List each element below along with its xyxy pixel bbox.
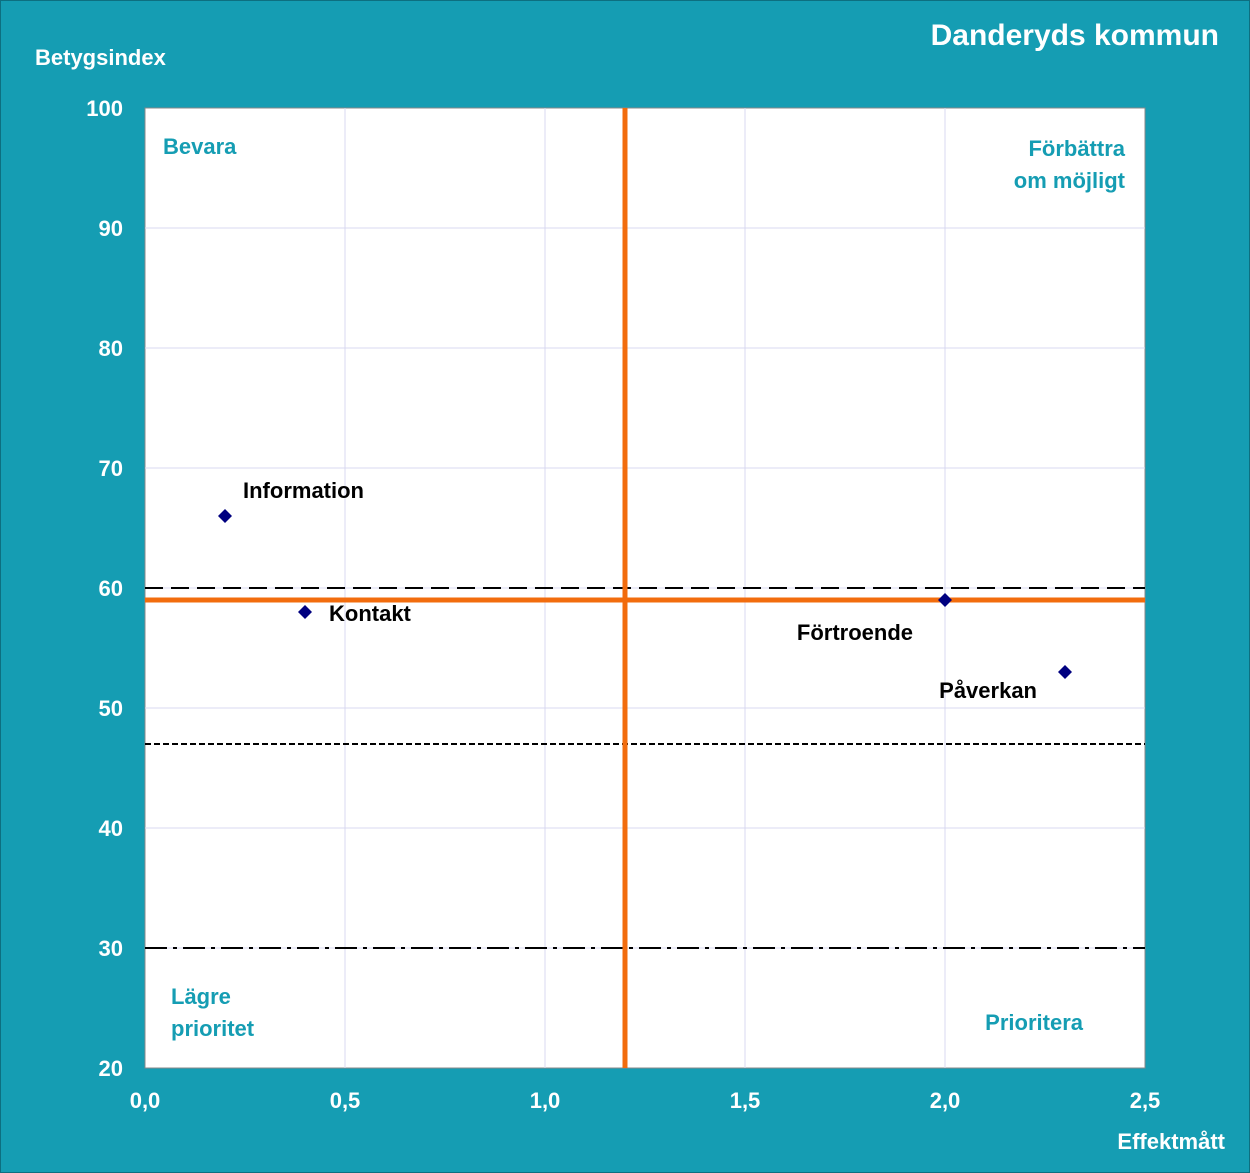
x-tick-label: 0,0 <box>130 1088 161 1113</box>
x-tick-label: 2,5 <box>1130 1088 1161 1113</box>
x-axis-label: Effektmått <box>1117 1129 1225 1154</box>
y-tick-label: 50 <box>99 696 123 721</box>
y-tick-label: 80 <box>99 336 123 361</box>
x-tick-label: 0,5 <box>330 1088 361 1113</box>
quadrant-label-top-left: Bevara <box>163 134 237 159</box>
data-point-marker <box>298 605 312 619</box>
quadrant-label-bottom-right: Prioritera <box>985 1010 1084 1035</box>
y-tick-label: 100 <box>86 96 123 121</box>
chart-title: Danderyds kommun <box>930 19 1219 52</box>
y-tick-label: 90 <box>99 216 123 241</box>
data-point-label: Information <box>243 478 364 503</box>
data-point-label: Påverkan <box>939 678 1037 703</box>
y-axis-label: Betygsindex <box>35 45 166 70</box>
y-tick-label: 40 <box>99 816 123 841</box>
quadrant-label-bottom-left: prioritet <box>171 1016 255 1041</box>
y-tick-label: 30 <box>99 936 123 961</box>
quadrant-label-top-right: Förbättra <box>1028 136 1125 161</box>
y-tick-label: 70 <box>99 456 123 481</box>
data-point-marker <box>938 593 952 607</box>
y-tick-label: 20 <box>99 1056 123 1081</box>
data-point-marker <box>1058 665 1072 679</box>
data-point-label: Kontakt <box>329 601 412 626</box>
data-point-label: Förtroende <box>797 620 913 645</box>
data-point-marker <box>218 509 232 523</box>
x-tick-label: 1,5 <box>730 1088 761 1113</box>
y-tick-label: 60 <box>99 576 123 601</box>
quadrant-label-top-right: om möjligt <box>1014 168 1126 193</box>
quadrant-label-bottom-left: Lägre <box>171 984 231 1009</box>
x-tick-label: 1,0 <box>530 1088 561 1113</box>
x-tick-label: 2,0 <box>930 1088 961 1113</box>
